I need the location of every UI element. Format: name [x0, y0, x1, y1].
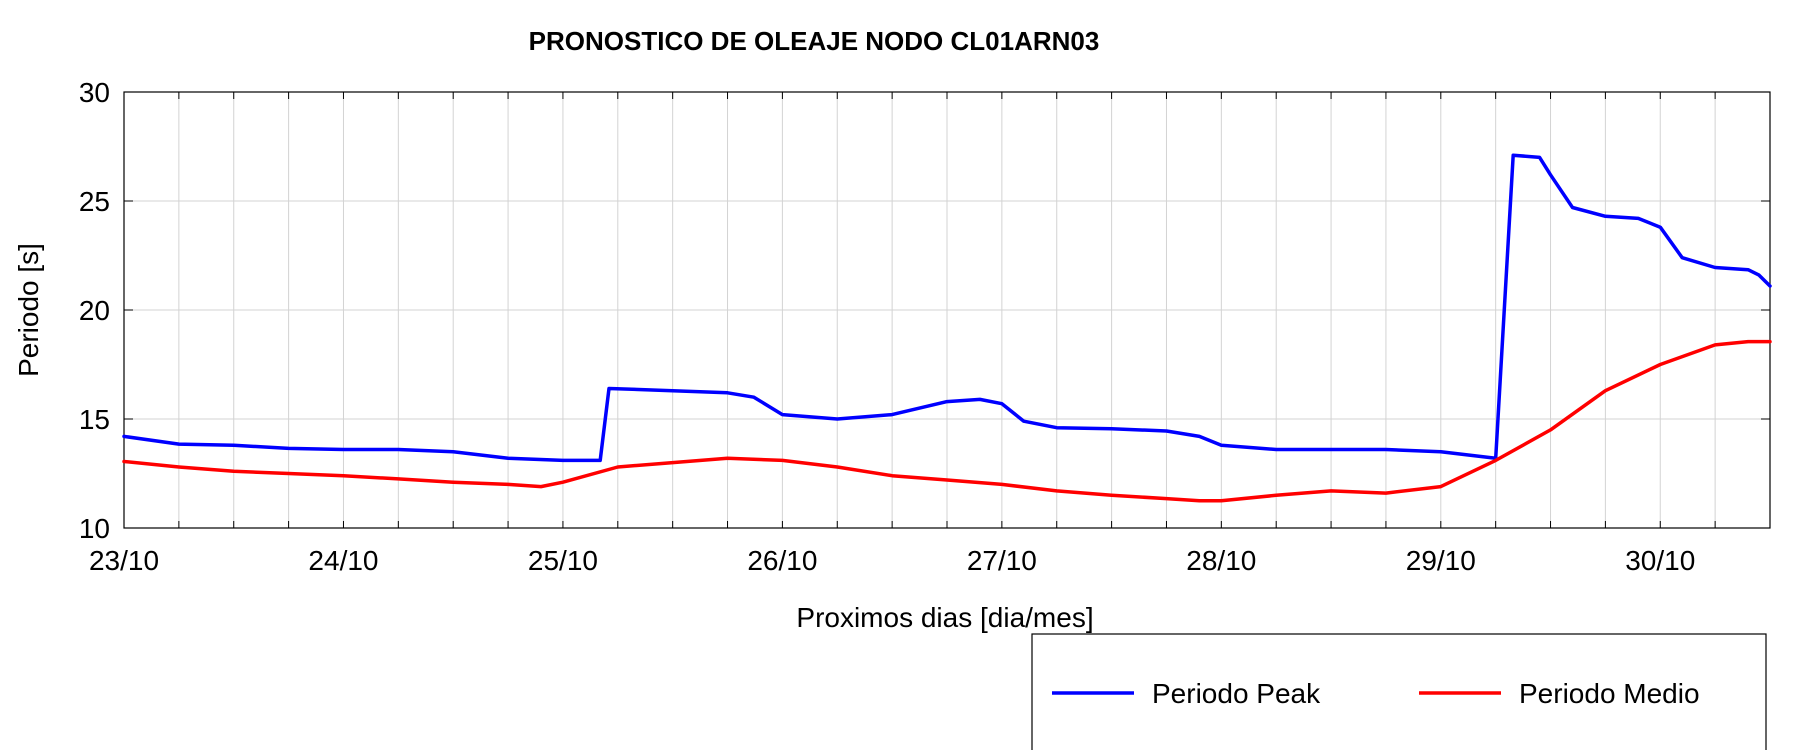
x-tick-label: 24/10: [308, 545, 378, 576]
x-axis-label: Proximos dias [dia/mes]: [796, 602, 1093, 633]
chart-grid: [124, 92, 1770, 528]
x-axis-tick-labels: 23/10 24/10 25/10 26/10 27/10 28/10 29/10 30/10: [89, 545, 1695, 576]
y-tick-label: 20: [79, 295, 110, 326]
x-tick-label: 27/10: [967, 545, 1037, 576]
y-tick-label: 15: [79, 404, 110, 435]
y-tick-label: 30: [79, 77, 110, 108]
y-tick-label: 10: [79, 513, 110, 544]
x-tick-label: 26/10: [747, 545, 817, 576]
legend: Periodo Peak Periodo Medio: [1031, 633, 1767, 750]
legend-box: [1031, 633, 1767, 750]
x-tick-label: 25/10: [528, 545, 598, 576]
chart-title: PRONOSTICO DE OLEAJE NODO CL01ARN03: [529, 26, 1100, 56]
y-axis-label: Periodo [s]: [13, 243, 44, 377]
series-line-periodo-peak: [122, 153, 1772, 463]
x-tick-label: 23/10: [89, 545, 159, 576]
x-tick-label: 28/10: [1186, 545, 1256, 576]
legend-label-medio: Periodo Medio: [1519, 678, 1700, 709]
y-tick-label: 25: [79, 186, 110, 217]
series-line-periodo-medio: [122, 339, 1772, 503]
x-tick-label: 29/10: [1406, 545, 1476, 576]
y-axis-tick-labels: 10 15 20 25 30: [79, 77, 110, 544]
axis-ticks: [123, 91, 1771, 529]
legend-label-peak: Periodo Peak: [1152, 678, 1321, 709]
chart-series: [122, 153, 1772, 503]
x-tick-label: 30/10: [1625, 545, 1695, 576]
